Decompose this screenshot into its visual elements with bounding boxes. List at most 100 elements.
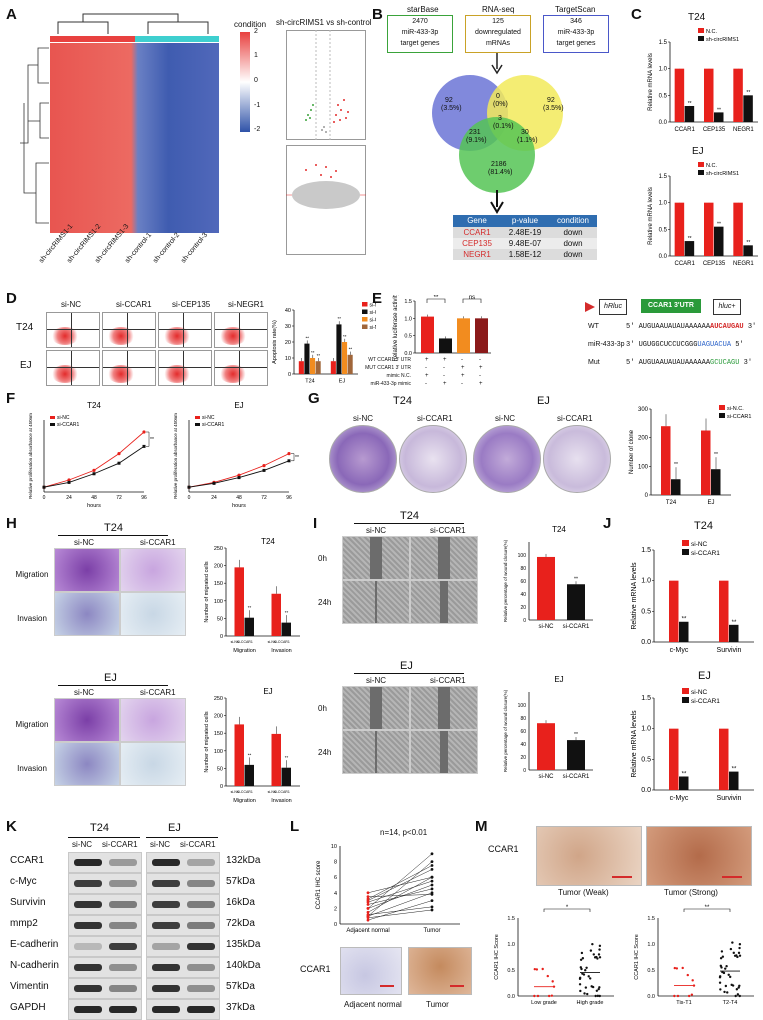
data-point <box>579 958 583 961</box>
scale-bar <box>450 985 464 987</box>
significance-mark: ** <box>688 236 692 242</box>
y-tick-label: 30 <box>285 324 291 330</box>
y-tick-label: 1.5 <box>659 40 668 46</box>
x-tick-label: T2-T4 <box>723 1000 738 1006</box>
blot-band <box>152 943 180 950</box>
chart-title: T24 <box>688 12 706 23</box>
x-tick-label: Adjacent normal <box>346 928 389 934</box>
seq-label: WT <box>588 323 599 330</box>
data-point <box>738 984 741 987</box>
data-point <box>92 468 96 472</box>
condition-label: WT CCAR1 3' UTR <box>368 357 411 363</box>
data-point <box>541 967 544 971</box>
data-point <box>720 966 723 969</box>
col-label: si-CCAR1 <box>140 688 176 697</box>
source-count: 2470 <box>412 18 428 25</box>
legend-swatch <box>50 423 55 426</box>
ihc-image-tumor <box>408 947 472 995</box>
source-box-rnaseq: 125 downregulated mRNAs <box>465 15 531 53</box>
blot-band <box>152 901 180 908</box>
bar <box>567 740 585 770</box>
data-point <box>533 994 536 998</box>
protein-label: E-cadherin <box>10 939 59 950</box>
gene-name: CEP135 <box>462 239 492 248</box>
flow-cell-cluster <box>219 365 247 383</box>
x-tick-label: EJ <box>339 379 346 385</box>
data-point <box>591 942 594 946</box>
blot-band <box>74 964 102 971</box>
y-tick-label: 0.0 <box>641 787 651 794</box>
blot-strip <box>146 915 220 936</box>
x-tick-label: si-NC <box>539 774 555 780</box>
condition-mark: - <box>425 381 427 387</box>
bar-chart-i-t24: T24 100 80 60 40 20 0 Relative percentage of wo… <box>503 525 593 630</box>
seq-end: 3' <box>743 359 753 367</box>
data-point <box>366 900 370 904</box>
data-point <box>720 950 724 953</box>
flow-cell-cluster <box>51 365 79 383</box>
heatmap-scale-tick: 2 <box>254 28 258 35</box>
panel-label-d: D <box>6 290 17 307</box>
bar <box>537 556 555 620</box>
legend-swatch <box>698 36 704 41</box>
volcano-plot <box>286 30 366 140</box>
blot-band <box>187 964 215 971</box>
significance-mark: ** <box>248 752 252 757</box>
wound-image <box>342 580 410 624</box>
panel-label-a: A <box>6 6 17 23</box>
x-sub-label: si-NC <box>231 790 240 794</box>
gene-condition: down <box>563 250 583 259</box>
plate-col-label: si-NC <box>495 414 515 423</box>
gate-line <box>127 313 128 347</box>
bar <box>439 338 452 353</box>
significance-mark: ** <box>732 767 737 773</box>
panel-label-c: C <box>631 6 642 23</box>
y-tick-label: 1.5 <box>507 916 515 922</box>
bar-chart-h-t24: T24 250 200 150 100 50 0 Number of migrated cel… <box>204 537 300 654</box>
data-point <box>430 868 434 871</box>
gene-table: Gene p-value condition CCAR1 2.48E-19 do… <box>453 215 597 260</box>
panel-m: CCAR1 Tumor (Weak) Tumor (Strong) 1.5 1.0… <box>484 822 763 1018</box>
col-label: si-CCAR1 <box>430 526 466 535</box>
flow-cell-cluster <box>107 327 135 345</box>
x-tick-label: c-Myc <box>670 647 689 654</box>
x-sub-label: si-NC <box>268 790 277 794</box>
y-tick-label: 1.0 <box>659 201 668 207</box>
data-point <box>594 994 597 998</box>
data-point <box>580 967 583 971</box>
bar <box>342 342 348 374</box>
legend-label: si-CCAR1 <box>370 310 377 316</box>
protein-label: Survivin <box>10 897 46 908</box>
panel-j: T24 1.5 1.0 0.5 0.0 Relative mRNA levels ** c-… <box>612 520 762 812</box>
utr-construct: hRluc CCAR1 3'UTR hluc+ <box>585 299 755 315</box>
data-point <box>430 887 434 891</box>
data-point <box>718 975 722 978</box>
significance-mark: ** <box>705 905 710 911</box>
bar <box>281 622 291 636</box>
legend-label: si-CEP135 <box>370 318 377 324</box>
blot-strip <box>68 852 142 873</box>
data-point <box>430 883 434 887</box>
data-point <box>212 481 216 485</box>
colony-plate <box>329 425 397 493</box>
condition-mark: - <box>443 373 445 379</box>
x-tick-label: T24 <box>666 500 677 506</box>
flow-cytometry-plot <box>46 312 100 348</box>
data-point <box>598 944 602 948</box>
transwell-image <box>54 548 120 592</box>
panel-e: 1.5 1.0 0.5 0.0 Relative luciferase activity… <box>365 295 763 390</box>
panel-c: T24 1.5 1.0 0.5 0.0 Relative mRNA levels ** CC… <box>640 8 760 278</box>
y-tick-label: 0.0 <box>647 994 655 1000</box>
x-tick-label: c-Myc <box>670 795 689 802</box>
transwell-image <box>54 742 120 786</box>
significance-mark: ** <box>746 90 750 96</box>
source-desc: target genes <box>556 40 596 47</box>
data-point <box>117 461 121 465</box>
bar <box>671 479 681 495</box>
data-point <box>592 953 595 956</box>
y-axis-label: Number of migrated cells <box>204 711 210 772</box>
x-tick-label: High grade <box>577 1000 604 1006</box>
source-name: TargetScan <box>555 5 596 14</box>
y-tick-label: 1.5 <box>641 547 651 554</box>
col-pvalue: p-value <box>511 216 539 225</box>
